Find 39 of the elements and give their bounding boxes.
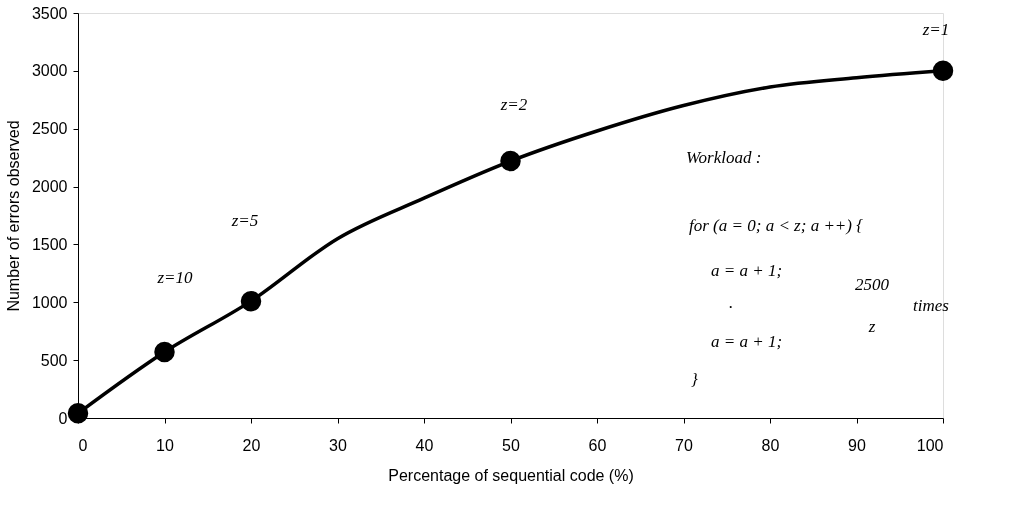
annotation: z=2 xyxy=(499,95,528,114)
annotation: a = a + 1; xyxy=(711,261,783,280)
x-tick-label: 50 xyxy=(502,436,520,454)
point xyxy=(67,403,89,424)
annotation: Workload : xyxy=(686,148,762,167)
annotation: z=1 xyxy=(921,20,950,39)
annotation: 2500 xyxy=(855,275,890,294)
y-tick-label: 0 xyxy=(58,409,68,427)
x-tick-label: 70 xyxy=(675,436,693,454)
point xyxy=(154,341,175,363)
x-tick-label: 80 xyxy=(761,436,780,454)
annotation: times xyxy=(913,296,950,315)
x-tick-label: 40 xyxy=(415,436,434,454)
y-tick-label: 1000 xyxy=(31,293,68,311)
y-axis-title: Number of errors observed xyxy=(4,120,22,312)
x-axis-title: Percentage of sequential code (%) xyxy=(388,466,634,484)
point xyxy=(932,60,954,82)
annotation: } xyxy=(691,370,698,389)
x-tick-label: 30 xyxy=(329,436,347,454)
y-tick-label: 2000 xyxy=(31,178,68,196)
annotation: z=10 xyxy=(156,268,194,287)
y-tick-label: 500 xyxy=(40,351,68,369)
x-tick-label: 20 xyxy=(242,436,261,454)
y-tick-label: 3500 xyxy=(31,4,68,22)
annotation: . xyxy=(728,293,734,312)
point xyxy=(240,290,262,312)
y-tick-label: 1500 xyxy=(31,235,68,253)
x-tick-label: 0 xyxy=(78,436,88,454)
x-tick-label: 100 xyxy=(916,436,944,454)
annotation: a = a + 1; xyxy=(711,332,783,351)
annotation: for (a = 0; a < z; a ++) { xyxy=(689,216,864,235)
x-tick-label: 60 xyxy=(588,436,607,454)
annotation: z=5 xyxy=(230,211,259,230)
x-tick-label: 90 xyxy=(848,436,866,454)
annotation: z xyxy=(867,317,876,336)
x-tick-label: 10 xyxy=(156,436,174,454)
y-tick-label: 3000 xyxy=(31,62,68,80)
point xyxy=(500,150,521,172)
y-tick-label: 2500 xyxy=(31,120,68,138)
